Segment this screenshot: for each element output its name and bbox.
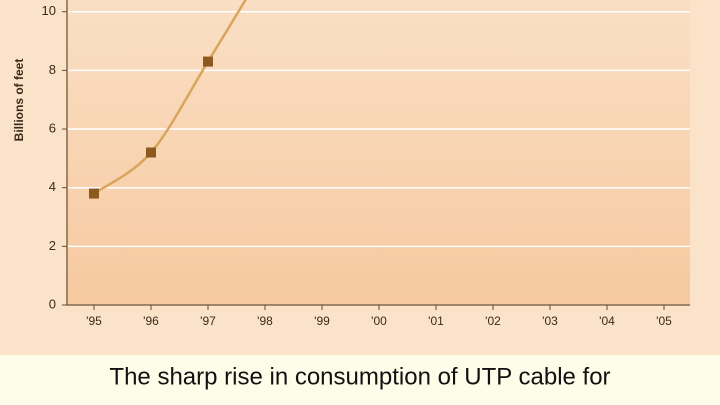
- y-tick-label: 6: [49, 120, 56, 135]
- y-tick-label: 4: [49, 179, 56, 194]
- x-tick-label: '03: [542, 314, 558, 328]
- y-tick-label: 0: [49, 296, 56, 311]
- data-line: [93, 0, 247, 195]
- x-tick-label: '04: [599, 314, 615, 328]
- x-tick-label: '01: [428, 314, 444, 328]
- x-tick-label: '96: [143, 314, 159, 328]
- y-axis-label: Billions of feet: [12, 59, 26, 142]
- x-tick-label: '05: [656, 314, 672, 328]
- x-tick-label: '02: [485, 314, 501, 328]
- x-tick-label: '97: [200, 314, 216, 328]
- caption: The sharp rise in consumption of UTP cab…: [109, 363, 610, 390]
- data-point: [146, 147, 156, 158]
- plot-area: [67, 0, 690, 305]
- data-point: [203, 56, 213, 67]
- data-point: [89, 188, 99, 199]
- x-tick-label: '98: [257, 314, 273, 328]
- x-tick-label: '99: [314, 314, 330, 328]
- y-tick-label: 10: [42, 3, 56, 18]
- y-tick-label: 2: [49, 238, 56, 253]
- y-tick-label: 8: [49, 62, 56, 77]
- x-tick-label: '95: [86, 314, 102, 328]
- x-tick-label: '00: [371, 314, 387, 328]
- plot: [89, 0, 247, 199]
